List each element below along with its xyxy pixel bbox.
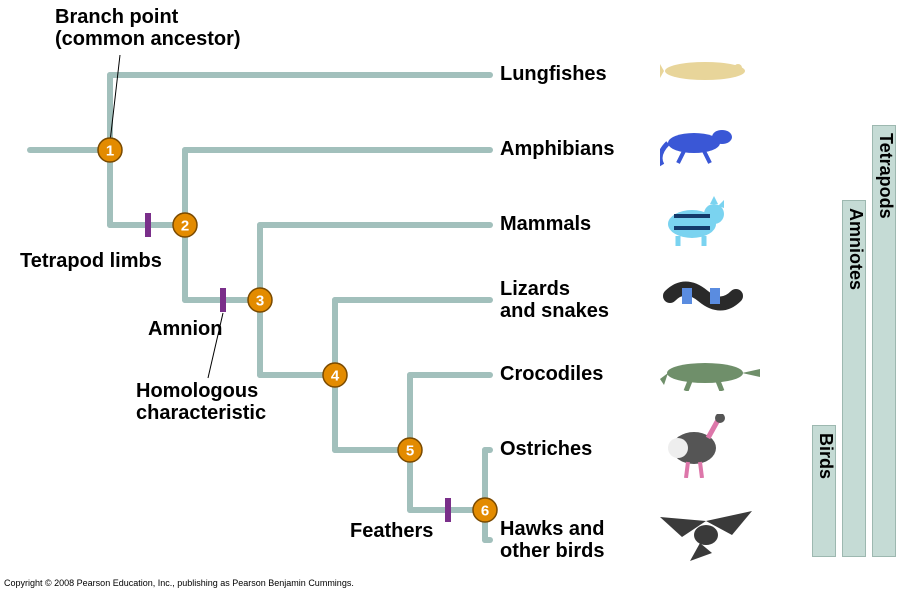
node-2: 2: [173, 213, 197, 237]
animal-amphibians: [660, 125, 738, 172]
bracket-label-amniotes: Amniotes: [845, 208, 866, 290]
bracket-label-tetrapods: Tetrapods: [875, 133, 896, 219]
phylogeny-diagram: 1 2 3 4 5 6 Branch point (common ancestor) Te…: [0, 0, 900, 595]
node-1: 1: [98, 138, 122, 162]
svg-text:3: 3: [256, 293, 264, 310]
taxon-label-ostriches: Ostriches: [500, 438, 592, 460]
animal-crocodiles: [660, 351, 760, 396]
node-4: 4: [323, 363, 347, 387]
animal-ostriches: [660, 414, 738, 483]
annotation-branch-point: Branch point (common ancestor): [55, 6, 241, 50]
svg-text:1: 1: [106, 143, 114, 160]
svg-text:5: 5: [406, 443, 414, 460]
annotation-tetrapod-limbs: Tetrapod limbs: [20, 250, 162, 272]
svg-text:6: 6: [481, 503, 489, 520]
animal-lizards: [660, 276, 746, 321]
taxon-label-lizards: Lizards and snakes: [500, 278, 609, 322]
taxon-label-crocodiles: Crocodiles: [500, 363, 603, 385]
taxon-label-mammals: Mammals: [500, 213, 591, 235]
bracket-label-birds: Birds: [815, 433, 836, 479]
taxon-label-lungfishes: Lungfishes: [500, 63, 607, 85]
cladogram-svg: 1 2 3 4 5 6: [0, 0, 900, 595]
taxon-label-hawks: Hawks and other birds: [500, 518, 604, 562]
svg-text:4: 4: [331, 368, 340, 385]
node-6: 6: [473, 498, 497, 522]
animal-mammals: [660, 196, 730, 251]
svg-text:2: 2: [181, 218, 189, 235]
character-ticks-group: [148, 213, 448, 522]
annotation-homologous: Homologous characteristic: [136, 380, 266, 424]
node-3: 3: [248, 288, 272, 312]
annotation-amnion: Amnion: [148, 318, 222, 340]
node-5: 5: [398, 438, 422, 462]
taxon-label-amphibians: Amphibians: [500, 138, 614, 160]
animal-hawks: [660, 511, 752, 566]
annotation-feathers: Feathers: [350, 520, 433, 542]
animal-lungfishes: [660, 54, 750, 93]
copyright-text: Copyright © 2008 Pearson Education, Inc.…: [4, 578, 354, 588]
